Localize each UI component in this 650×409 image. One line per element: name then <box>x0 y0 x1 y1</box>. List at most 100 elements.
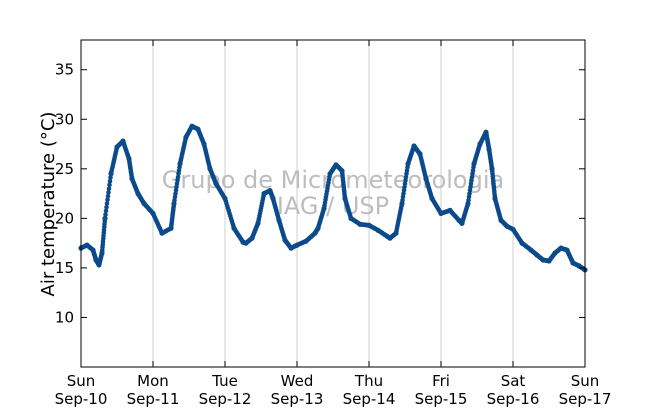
plot-frame <box>80 39 586 368</box>
data-point <box>459 220 465 226</box>
data-point <box>96 262 102 268</box>
data-point <box>90 247 96 253</box>
data-point <box>447 207 453 213</box>
point-trace <box>105 193 111 199</box>
data-points <box>78 123 588 273</box>
data-point <box>183 134 189 140</box>
data-point <box>195 126 201 132</box>
data-point <box>576 263 582 269</box>
data-point <box>243 240 249 246</box>
point-trace <box>104 201 110 206</box>
x-tick-label: Sep-12 <box>199 390 252 408</box>
data-point <box>93 257 99 263</box>
data-point <box>540 257 546 263</box>
data-point <box>303 238 309 244</box>
point-trace <box>104 204 109 210</box>
data-point <box>519 240 525 246</box>
data-point <box>276 217 282 223</box>
data-point <box>534 252 540 258</box>
x-tick-label: Sep-10 <box>55 390 108 408</box>
data-point <box>429 195 435 202</box>
x-tick-label: Sep-11 <box>127 390 180 408</box>
x-tick-day: Tue <box>211 372 238 390</box>
x-tick-label: Sep-14 <box>343 390 396 408</box>
point-trace <box>103 212 108 217</box>
data-point <box>168 225 174 231</box>
data-point <box>231 225 237 231</box>
data-point <box>159 230 165 236</box>
data-point <box>570 260 576 266</box>
y-tick-label: 30 <box>55 110 74 128</box>
data-point <box>399 200 405 207</box>
data-point <box>312 230 318 236</box>
data-point <box>294 242 300 248</box>
data-point <box>342 195 348 202</box>
data-point <box>558 245 564 251</box>
data-point <box>417 151 423 157</box>
data-point <box>465 200 471 207</box>
y-axis-label: Air temperature (°C) <box>38 112 59 297</box>
point-trace <box>108 175 113 180</box>
x-tick-day: Sat <box>501 372 526 390</box>
point-trace <box>105 197 110 203</box>
data-point <box>387 235 393 241</box>
data-point <box>357 221 363 227</box>
y-tick-label: 20 <box>55 209 74 227</box>
data-point <box>171 200 177 207</box>
data-point <box>546 258 552 264</box>
data-point <box>393 230 399 236</box>
data-point <box>339 168 345 174</box>
data-point <box>189 123 195 129</box>
x-tick-day: Wed <box>281 372 314 390</box>
data-point <box>375 227 381 233</box>
grid-lines <box>152 40 514 367</box>
x-tick-day: Mon <box>137 372 169 390</box>
data-point <box>405 161 411 167</box>
data-point <box>108 171 114 177</box>
data-point <box>564 247 570 253</box>
data-point <box>504 223 510 229</box>
data-point <box>510 226 516 232</box>
data-point <box>261 191 267 197</box>
x-tick-label: Sep-17 <box>559 390 612 408</box>
data-point <box>486 146 492 152</box>
data-point <box>333 162 339 168</box>
data-point <box>267 188 273 194</box>
data-point <box>282 237 288 243</box>
data-point <box>438 210 444 216</box>
data-point <box>129 176 135 182</box>
data-point <box>84 242 90 248</box>
data-point <box>126 156 132 162</box>
data-point <box>201 141 207 147</box>
x-tick-day: Sun <box>67 372 96 390</box>
point-trace <box>103 208 109 214</box>
data-point <box>552 250 558 256</box>
data-point <box>150 210 156 216</box>
data-point <box>327 171 333 177</box>
watermark-line-2: IAG / USP <box>277 192 389 220</box>
point-trace <box>106 186 112 191</box>
data-point <box>249 235 255 241</box>
x-tick-day: Sun <box>571 372 600 390</box>
x-tick-day: Fri <box>432 372 450 390</box>
y-tick-label: 15 <box>55 259 74 277</box>
data-point <box>492 195 498 202</box>
data-point <box>498 217 504 223</box>
x-tick-label: Sep-15 <box>415 390 468 408</box>
data-point <box>411 143 417 149</box>
data-point <box>366 222 372 228</box>
y-tick-label: 10 <box>55 308 74 326</box>
data-point <box>99 250 105 256</box>
x-tick-label: Sep-13 <box>271 390 324 408</box>
data-point <box>489 166 495 172</box>
point-trace <box>106 190 111 195</box>
x-axis: SunSep-10MonSep-11TueSep-12WedSep-13ThuS… <box>55 40 612 408</box>
data-point <box>348 215 354 221</box>
data-point <box>255 220 261 226</box>
data-point <box>213 181 219 187</box>
data-point <box>483 129 489 135</box>
data-point <box>102 215 108 221</box>
data-point <box>471 161 477 167</box>
y-tick-label: 25 <box>55 160 74 178</box>
